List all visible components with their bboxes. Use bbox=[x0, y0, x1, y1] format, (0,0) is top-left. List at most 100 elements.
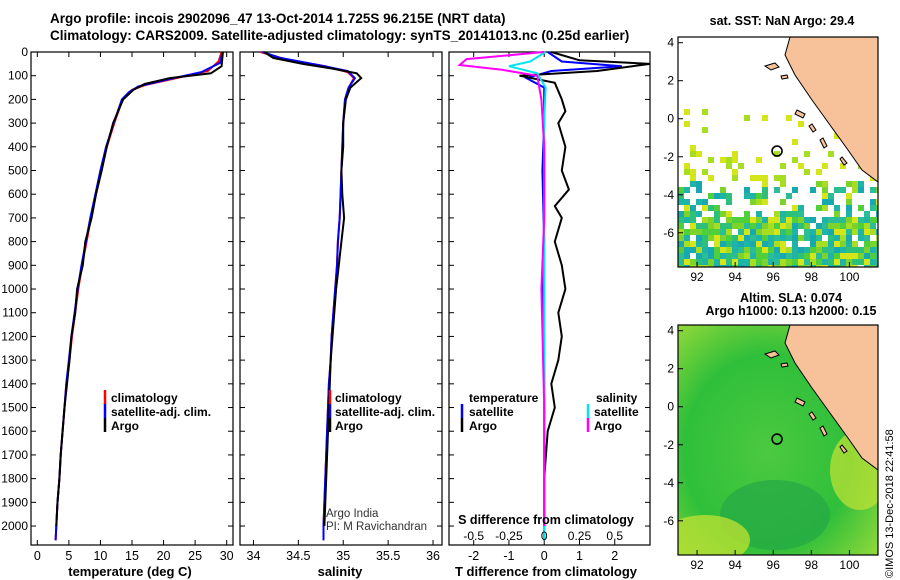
sst-pixel bbox=[762, 229, 768, 235]
sst-pixel bbox=[708, 193, 714, 199]
sst-pixel bbox=[762, 247, 768, 253]
legend-temperature-header: temperature bbox=[469, 391, 539, 405]
sst-pixel bbox=[876, 211, 878, 217]
sst-pixel bbox=[756, 229, 762, 235]
map-lon-label: 98 bbox=[805, 558, 819, 572]
salinity-xlabel: salinity bbox=[318, 564, 364, 579]
figure-title-line2: Climatology: CARS2009. Satellite-adjuste… bbox=[50, 28, 630, 43]
sst-pixel bbox=[774, 259, 780, 265]
sst-pixel bbox=[870, 223, 876, 229]
sst-pixel bbox=[870, 229, 876, 235]
sst-pixel bbox=[726, 217, 732, 223]
sla-map-frame bbox=[677, 324, 879, 556]
sst-pixel bbox=[756, 235, 762, 241]
sst-pixel bbox=[684, 169, 690, 175]
sst-pixel bbox=[876, 253, 878, 259]
sst-pixel bbox=[804, 235, 810, 241]
sst-pixel bbox=[822, 205, 828, 211]
sst-pixel bbox=[726, 253, 732, 259]
sst-pixel bbox=[744, 217, 750, 223]
imos-stamp: ©IMOS 13-Dec-2018 22:41:58 bbox=[884, 429, 896, 578]
sst-pixel bbox=[756, 175, 762, 181]
sst-pixel bbox=[870, 217, 876, 223]
sst-pixel bbox=[744, 259, 750, 265]
sst-pixel bbox=[780, 175, 786, 181]
sst-pixel bbox=[684, 241, 690, 247]
sst-pixel bbox=[810, 247, 816, 253]
sst-pixel bbox=[810, 229, 816, 235]
sst-pixel bbox=[786, 235, 792, 241]
sst-pixel bbox=[696, 223, 702, 229]
sst-pixel bbox=[780, 259, 786, 265]
sst-pixel bbox=[714, 241, 720, 247]
sst-pixel bbox=[720, 265, 726, 267]
sst-pixel bbox=[690, 211, 696, 217]
sst-pixel bbox=[756, 223, 762, 229]
depth-tick-label: 300 bbox=[8, 116, 28, 130]
sst-pixel bbox=[840, 241, 846, 247]
sst-pixel bbox=[804, 247, 810, 253]
sst-pixel bbox=[840, 235, 846, 241]
sst-pixel bbox=[792, 187, 798, 193]
sst-pixel bbox=[810, 253, 816, 259]
sst-pixel bbox=[750, 193, 756, 199]
sst-pixel bbox=[726, 229, 732, 235]
sst-pixel bbox=[786, 253, 792, 259]
sst-pixel bbox=[780, 235, 786, 241]
sst-pixel bbox=[756, 253, 762, 259]
sst-pixel bbox=[792, 241, 798, 247]
sst-pixel bbox=[762, 253, 768, 259]
salinity-diff-tick-label: 0.5 bbox=[606, 529, 623, 543]
sst-pixel bbox=[798, 205, 804, 211]
sst-pixel bbox=[792, 235, 798, 241]
sst-pixel bbox=[732, 241, 738, 247]
t-xtick-label: 15 bbox=[125, 549, 139, 563]
sst-pixel bbox=[738, 241, 744, 247]
sst-pixel bbox=[792, 139, 798, 145]
sst-pixel bbox=[852, 247, 858, 253]
temperature-axes-box bbox=[30, 51, 234, 546]
sst-pixel bbox=[678, 241, 684, 247]
temperature-legend-satellite: satellite-adj. clim. bbox=[111, 405, 211, 419]
sst-pixel bbox=[696, 253, 702, 259]
sst-pixel bbox=[864, 241, 870, 247]
sst-pixel bbox=[798, 211, 804, 217]
sst-pixel bbox=[714, 193, 720, 199]
s-xtick-label: 35 bbox=[336, 549, 350, 563]
sst-islands bbox=[763, 62, 848, 166]
sst-pixel bbox=[780, 217, 786, 223]
sst-pixel bbox=[726, 193, 732, 199]
sst-pixel bbox=[870, 259, 876, 265]
sst-pixel bbox=[696, 151, 702, 157]
sst-map-title: sat. SST: NaN Argo: 29.4 bbox=[710, 14, 855, 28]
sst-pixel bbox=[834, 217, 840, 223]
sst-pixel bbox=[852, 241, 858, 247]
sst-pixel bbox=[744, 235, 750, 241]
sst-pixel bbox=[690, 223, 696, 229]
sst-pixel bbox=[780, 265, 786, 267]
sst-pixel bbox=[696, 259, 702, 265]
sst-pixel bbox=[690, 169, 696, 175]
sst-pixel bbox=[822, 247, 828, 253]
sst-pixel bbox=[846, 205, 852, 211]
sst-pixel bbox=[702, 235, 708, 241]
sst-pixel bbox=[696, 211, 702, 217]
sst-pixel bbox=[708, 235, 714, 241]
sst-pixel bbox=[690, 151, 696, 157]
sst-pixel bbox=[768, 241, 774, 247]
t-series-satellite-adj-clim- bbox=[54, 51, 224, 541]
sst-pixel bbox=[738, 223, 744, 229]
sst-pixel bbox=[780, 253, 786, 259]
sst-pixel bbox=[714, 205, 720, 211]
sst-pixel bbox=[816, 229, 822, 235]
sst-pixel bbox=[738, 253, 744, 259]
sst-pixel bbox=[714, 265, 720, 267]
sst-pixel bbox=[702, 253, 708, 259]
d-xtick-label: -1 bbox=[503, 549, 514, 563]
sst-pixel bbox=[732, 253, 738, 259]
sst-pixel bbox=[840, 187, 846, 193]
sst-pixel bbox=[798, 217, 804, 223]
sst-pixel bbox=[726, 265, 732, 267]
s-series-argo bbox=[263, 51, 363, 527]
